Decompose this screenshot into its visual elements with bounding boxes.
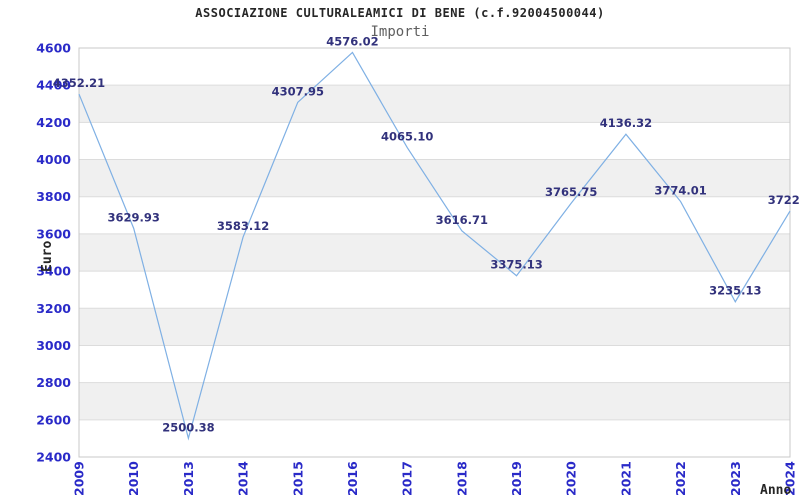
- data-point-label: 4307.95: [272, 84, 324, 98]
- data-point-label: 3235.13: [709, 284, 761, 298]
- y-tick-label: 4200: [36, 115, 71, 130]
- x-tick-label: 2021: [618, 461, 633, 496]
- data-point-label: 2500.38: [162, 420, 214, 434]
- plot-band: [79, 271, 790, 309]
- x-tick-label: 2013: [181, 461, 196, 496]
- data-point-label: 3616.71: [436, 213, 488, 227]
- y-axis-title: Euro: [40, 240, 55, 272]
- plot-band: [79, 48, 790, 86]
- y-tick-label: 2800: [36, 375, 71, 390]
- x-axis-title: Anno: [760, 483, 792, 498]
- y-tick-label: 3800: [36, 189, 71, 204]
- y-tick-label: 4400: [36, 78, 71, 93]
- x-tick-label: 2018: [454, 461, 469, 496]
- x-tick-label: 2019: [509, 461, 524, 496]
- plot-band: [79, 122, 790, 160]
- x-tick-label: 2014: [236, 461, 251, 496]
- y-tick-label: 2600: [36, 412, 71, 427]
- y-tick-label: 3400: [36, 264, 71, 279]
- data-point-label: 3583.12: [217, 219, 269, 233]
- x-tick-label: 2023: [728, 461, 743, 496]
- plot-band: [79, 233, 790, 272]
- x-tick-label: 2017: [400, 461, 415, 496]
- y-tick-label: 2400: [36, 450, 71, 465]
- plot-band: [79, 85, 790, 123]
- chart-subtitle: Importi: [370, 24, 430, 40]
- x-tick-label: 2015: [290, 461, 305, 496]
- data-point-label: 4576.02: [326, 34, 378, 48]
- data-line: [78, 51, 791, 441]
- plot-band: [79, 308, 790, 346]
- data-point-label: 3765.75: [545, 185, 597, 199]
- data-point-label: 4136.32: [600, 116, 652, 130]
- y-tick-label: 4000: [36, 152, 71, 167]
- plot-band: [79, 196, 790, 234]
- data-point-label: 4352.21: [53, 76, 105, 90]
- plot-band: [79, 345, 790, 383]
- x-tick-label: 2009: [72, 461, 87, 496]
- plot-band: [79, 419, 790, 457]
- data-point-label: 4065.10: [381, 129, 433, 143]
- plot-band: [79, 382, 790, 420]
- y-tick-label: 4600: [36, 41, 71, 56]
- y-tick-label: 3200: [36, 301, 71, 316]
- data-point-label: 3722.8: [768, 193, 800, 207]
- data-point-label: 3375.13: [490, 258, 542, 272]
- x-tick-label: 2016: [345, 461, 360, 496]
- chart-title: ASSOCIAZIONE CULTURALEAMICI DI BENE (c.f…: [195, 6, 605, 20]
- x-tick-label: 2024: [783, 461, 798, 496]
- y-tick-label: 3000: [36, 338, 71, 353]
- y-tick-label: 3600: [36, 226, 71, 241]
- x-tick-label: 2022: [673, 461, 688, 496]
- x-tick-label: 2020: [564, 461, 579, 496]
- data-point-label: 3774.01: [654, 184, 706, 198]
- plot-border: [78, 47, 791, 458]
- x-tick-label: 2010: [126, 461, 141, 496]
- data-point-label: 3629.93: [107, 210, 159, 224]
